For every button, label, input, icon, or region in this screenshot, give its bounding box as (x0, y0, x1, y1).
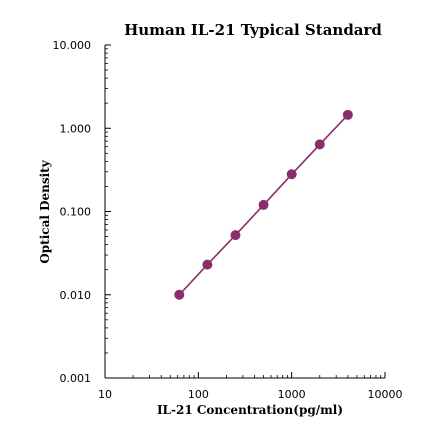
y-axis-ticks: 0.001 0.010 0.100 1.000 10.000 (53, 39, 111, 385)
chart-title: Human IL-21 Typical Standard (124, 21, 382, 39)
x-axis-label: IL-21 Concentration(pg/ml) (157, 403, 343, 417)
y-axis-label: Optical Density (38, 159, 52, 263)
data-point (174, 289, 185, 300)
y-tick-label: 0.001 (60, 372, 92, 385)
y-tick-label: 0.010 (60, 289, 92, 302)
x-tick-label: 10000 (368, 388, 403, 401)
x-tick-label: 1000 (278, 388, 306, 401)
data-point (230, 230, 241, 241)
data-point (202, 259, 213, 270)
data-series (174, 109, 353, 300)
y-tick-label: 0.100 (60, 206, 92, 219)
x-tick-label: 100 (188, 388, 209, 401)
y-tick-label: 1.000 (60, 122, 92, 135)
data-point (314, 139, 325, 150)
data-point (258, 199, 269, 210)
y-tick-label: 10.000 (53, 39, 92, 52)
data-point (286, 169, 297, 180)
x-tick-label: 10 (98, 388, 112, 401)
x-axis-ticks: 10 100 1000 10000 (98, 372, 403, 401)
data-point (342, 109, 353, 120)
